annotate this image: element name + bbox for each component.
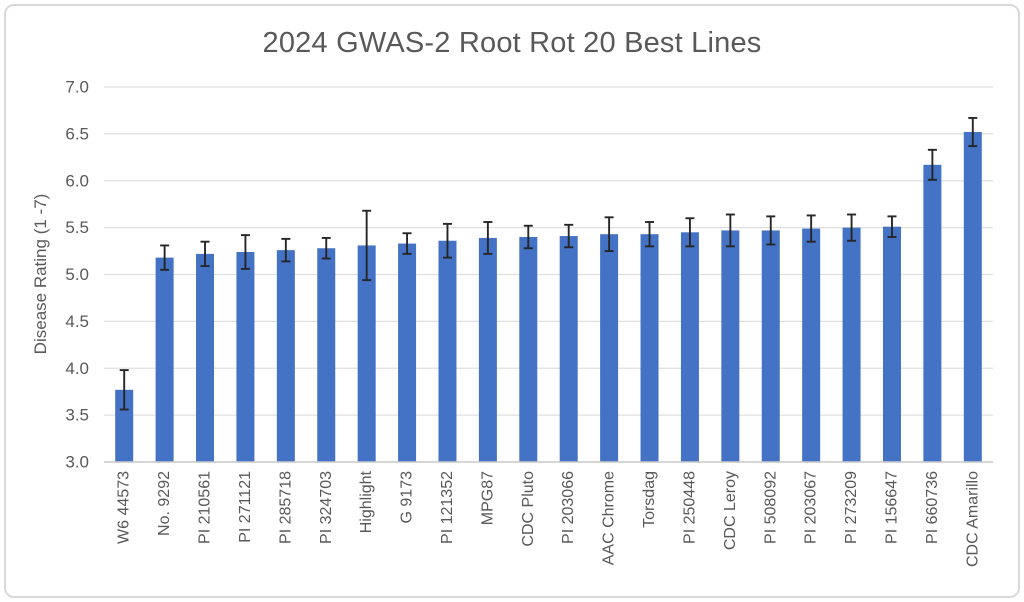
x-category-label: Highlight: [358, 470, 375, 533]
x-category-label: PI 285718: [277, 471, 294, 544]
bar[interactable]: [963, 132, 982, 462]
x-category-label: PI 203066: [560, 471, 577, 544]
bar[interactable]: [559, 236, 578, 462]
bar[interactable]: [276, 250, 295, 462]
bar[interactable]: [236, 252, 255, 462]
x-category-label: MPG87: [479, 471, 496, 525]
bar[interactable]: [115, 389, 134, 462]
error-bar: [887, 215, 897, 238]
x-category-label: W6 44573: [116, 471, 133, 544]
y-tick-label: 4.5: [65, 312, 89, 331]
x-category-label: PI 508092: [762, 471, 779, 544]
error-bar: [402, 232, 412, 255]
error-bar: [564, 223, 574, 249]
error-bar: [968, 116, 978, 148]
x-category-label: AAC Chrome: [601, 471, 618, 565]
error-bar: [119, 369, 129, 411]
bar[interactable]: [882, 226, 901, 462]
bar[interactable]: [640, 234, 659, 462]
bar[interactable]: [317, 248, 336, 462]
x-category-label: PI 660736: [924, 471, 941, 544]
bar[interactable]: [923, 164, 942, 462]
y-tick-label: 3.5: [65, 406, 89, 425]
x-category-label: PI 273209: [843, 471, 860, 544]
y-tick-label: 3.0: [65, 453, 89, 472]
y-tick-label: 5.0: [65, 265, 89, 284]
error-bar: [685, 217, 695, 248]
bar[interactable]: [680, 232, 699, 462]
bar[interactable]: [357, 245, 376, 462]
error-bar: [483, 221, 493, 255]
y-tick-label: 6.5: [65, 124, 89, 143]
y-tick-label: 7.0: [65, 78, 89, 97]
x-category-label: PI 250448: [681, 471, 698, 544]
bar[interactable]: [155, 257, 174, 462]
bar[interactable]: [600, 234, 619, 462]
error-bar: [847, 213, 857, 242]
y-tick-label: 5.5: [65, 218, 89, 237]
x-category-label: PI 210561: [197, 471, 214, 544]
x-category-label: PI 271121: [237, 471, 254, 543]
bar[interactable]: [478, 237, 497, 462]
bar[interactable]: [519, 237, 538, 462]
y-tick-label: 4.0: [65, 359, 89, 378]
error-bar: [523, 224, 533, 250]
x-category-label: No. 9292: [156, 471, 173, 536]
y-axis-title: Disease Rating (1 -7): [31, 193, 50, 355]
y-tick-label: 6.0: [65, 171, 89, 190]
x-category-label: CDC Leroy: [722, 471, 739, 550]
bar[interactable]: [802, 228, 821, 462]
x-category-label: PI 121352: [439, 471, 456, 544]
error-bar: [200, 240, 210, 268]
error-bar: [240, 234, 250, 270]
error-bar: [725, 213, 735, 248]
error-bar: [160, 244, 170, 271]
error-bar: [604, 216, 614, 253]
x-category-label: PI 156647: [883, 471, 900, 544]
error-bar: [281, 237, 291, 263]
bar[interactable]: [438, 240, 457, 462]
x-category-label: CDC Pluto: [520, 471, 537, 547]
error-bar: [927, 148, 937, 181]
x-category-label: PI 324703: [318, 471, 335, 544]
bar[interactable]: [196, 253, 215, 462]
error-bar: [442, 222, 452, 259]
x-category-label: G 9173: [399, 471, 416, 524]
bar[interactable]: [721, 230, 740, 462]
error-bar: [806, 214, 816, 243]
x-category-label: CDC Amarillo: [964, 471, 981, 567]
error-bar: [645, 221, 655, 248]
error-bar: [766, 215, 776, 246]
bar[interactable]: [842, 227, 861, 462]
error-bar: [362, 209, 372, 282]
x-category-label: PI 203067: [803, 471, 820, 544]
bar[interactable]: [398, 243, 417, 462]
bar[interactable]: [761, 230, 780, 462]
x-category-label: Torsdag: [641, 471, 658, 528]
error-bar: [321, 236, 331, 260]
chart-title: 2024 GWAS-2 Root Rot 20 Best Lines: [262, 27, 762, 59]
